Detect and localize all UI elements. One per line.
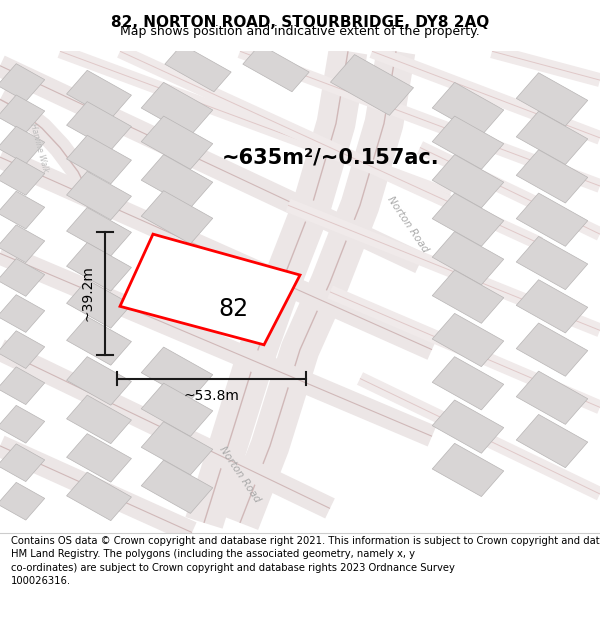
Polygon shape — [120, 234, 300, 345]
Polygon shape — [0, 482, 45, 520]
Text: Harvine Walk: Harvine Walk — [28, 122, 50, 173]
Polygon shape — [432, 270, 504, 323]
Polygon shape — [516, 150, 588, 203]
Text: ~53.8m: ~53.8m — [184, 389, 239, 403]
Text: ~39.2m: ~39.2m — [80, 266, 94, 321]
Polygon shape — [67, 472, 131, 521]
Text: 82, NORTON ROAD, STOURBRIDGE, DY8 2AQ: 82, NORTON ROAD, STOURBRIDGE, DY8 2AQ — [111, 16, 489, 31]
Polygon shape — [67, 279, 131, 328]
Polygon shape — [141, 460, 213, 513]
Text: 82: 82 — [218, 298, 248, 321]
Polygon shape — [0, 95, 45, 132]
Polygon shape — [67, 208, 131, 256]
Polygon shape — [0, 367, 45, 404]
Polygon shape — [0, 331, 45, 369]
Polygon shape — [516, 111, 588, 164]
Polygon shape — [67, 71, 131, 119]
Polygon shape — [141, 191, 213, 244]
Polygon shape — [516, 371, 588, 424]
Polygon shape — [516, 193, 588, 246]
Text: ~635m²/~0.157ac.: ~635m²/~0.157ac. — [222, 147, 440, 167]
Polygon shape — [67, 317, 131, 365]
Polygon shape — [141, 82, 213, 136]
Polygon shape — [516, 323, 588, 376]
Polygon shape — [0, 259, 45, 296]
Text: Norton Road: Norton Road — [218, 445, 262, 504]
Text: Norton Road: Norton Road — [386, 194, 430, 254]
Polygon shape — [432, 232, 504, 285]
Polygon shape — [141, 116, 213, 169]
Polygon shape — [0, 191, 45, 229]
Polygon shape — [67, 102, 131, 150]
Polygon shape — [432, 116, 504, 169]
Polygon shape — [141, 383, 213, 436]
Polygon shape — [516, 236, 588, 289]
Polygon shape — [0, 64, 45, 101]
Polygon shape — [67, 171, 131, 220]
Text: Contains OS data © Crown copyright and database right 2021. This information is : Contains OS data © Crown copyright and d… — [11, 536, 600, 586]
Polygon shape — [141, 422, 213, 475]
Polygon shape — [432, 154, 504, 208]
Polygon shape — [0, 406, 45, 443]
Polygon shape — [67, 357, 131, 405]
Polygon shape — [243, 44, 309, 92]
Polygon shape — [141, 347, 213, 400]
Polygon shape — [516, 72, 588, 126]
Polygon shape — [432, 400, 504, 453]
Polygon shape — [141, 154, 213, 208]
Polygon shape — [0, 294, 45, 333]
Polygon shape — [432, 82, 504, 136]
Polygon shape — [432, 443, 504, 496]
Text: Map shows position and indicative extent of the property.: Map shows position and indicative extent… — [120, 25, 480, 38]
Polygon shape — [432, 313, 504, 367]
Polygon shape — [165, 44, 231, 92]
Polygon shape — [67, 135, 131, 184]
Polygon shape — [67, 395, 131, 444]
Polygon shape — [0, 126, 45, 164]
Polygon shape — [516, 280, 588, 333]
Polygon shape — [516, 414, 588, 468]
Polygon shape — [0, 444, 45, 482]
Polygon shape — [331, 54, 413, 115]
Polygon shape — [67, 434, 131, 482]
Polygon shape — [0, 158, 45, 195]
Polygon shape — [0, 225, 45, 262]
Polygon shape — [432, 357, 504, 410]
Polygon shape — [432, 193, 504, 246]
Polygon shape — [67, 242, 131, 291]
